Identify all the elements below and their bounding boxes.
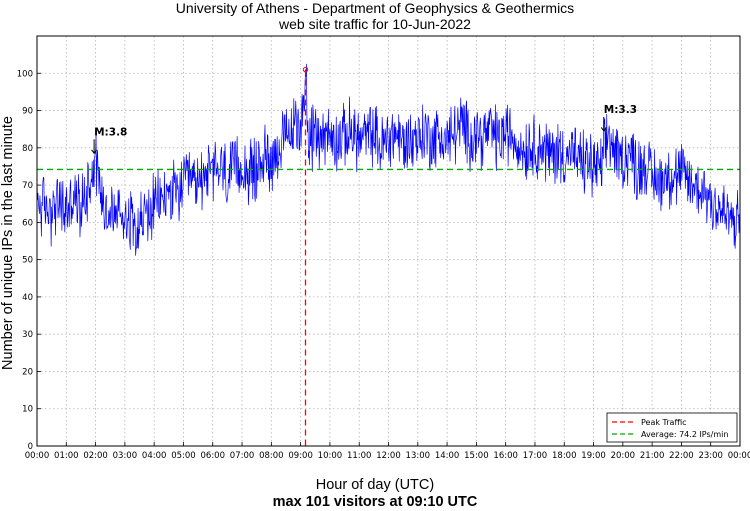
legend: Peak Traffic Average: 74.2 IPs/min [606,412,738,443]
series-group [36,63,741,256]
x-tick-label: 23:00 [698,451,723,461]
x-tick-label: 09:00 [288,451,313,461]
tick-labels: 00:00 01:00 02:00 03:00 04:00 05:00 06:00 07:00… [17,69,750,461]
x-axis-sublabel: max 101 visitors at 09:10 UTC [272,494,478,510]
x-tick-label: 18:00 [552,451,577,461]
x-tick-label: 05:00 [171,451,196,461]
x-tick-label: 13:00 [406,451,431,461]
y-tick-label: 70 [22,181,33,191]
x-tick-label: 00:00 [728,451,750,461]
x-tick-label: 14:00 [435,451,460,461]
y-tick-label: 100 [17,69,33,79]
x-tick-label: 00:00 [25,451,50,461]
y-tick-label: 80 [22,144,33,154]
x-tick-label: 19:00 [581,451,606,461]
x-tick-label: 10:00 [318,451,343,461]
x-tick-label: 22:00 [669,451,694,461]
x-tick-label: 21:00 [640,451,665,461]
y-tick-label: 30 [22,330,33,340]
x-tick-label: 12:00 [376,451,401,461]
y-tick-label: 40 [22,293,33,303]
x-axis-label: Hour of day (UTC) [315,477,435,493]
x-tick-label: 15:00 [464,451,489,461]
annotation-arrowhead [600,127,607,132]
x-tick-label: 06:00 [201,451,226,461]
annotation-label: M:3.3 [604,104,637,116]
peak-group [302,66,309,446]
y-tick-label: 20 [22,367,33,377]
series-line [36,63,741,256]
legend-peak-label: Peak Traffic [641,418,687,427]
legend-average-label: Average: 74.2 IPs/min [641,430,728,439]
y-tick-label: 50 [22,256,33,266]
x-tick-label: 01:00 [54,451,79,461]
x-tick-label: 02:00 [83,451,108,461]
chart-title-line1: University of Athens - Department of Geo… [175,0,575,16]
peak-marker [302,66,309,73]
y-tick-label: 0 [28,442,33,452]
annotations: M:3.8 M:3.3 [91,104,637,155]
y-tick-label: 60 [22,218,33,228]
x-tick-label: 17:00 [523,451,548,461]
x-tick-label: 11:00 [347,451,372,461]
grid-lines [37,36,740,446]
x-tick-label: 04:00 [142,451,167,461]
x-tick-label: 07:00 [230,451,255,461]
y-tick-label: 90 [22,107,33,117]
x-tick-label: 08:00 [259,451,284,461]
x-tick-label: 16:00 [493,451,518,461]
annotation-arrowhead [91,149,98,155]
chart-title-line2: web site traffic for 10-Jun-2022 [279,16,471,32]
x-tick-label: 20:00 [611,451,636,461]
annotation-label: M:3.8 [94,126,127,138]
y-tick-label: 10 [22,405,33,415]
legend-box [606,412,738,443]
x-tick-label: 03:00 [113,451,138,461]
